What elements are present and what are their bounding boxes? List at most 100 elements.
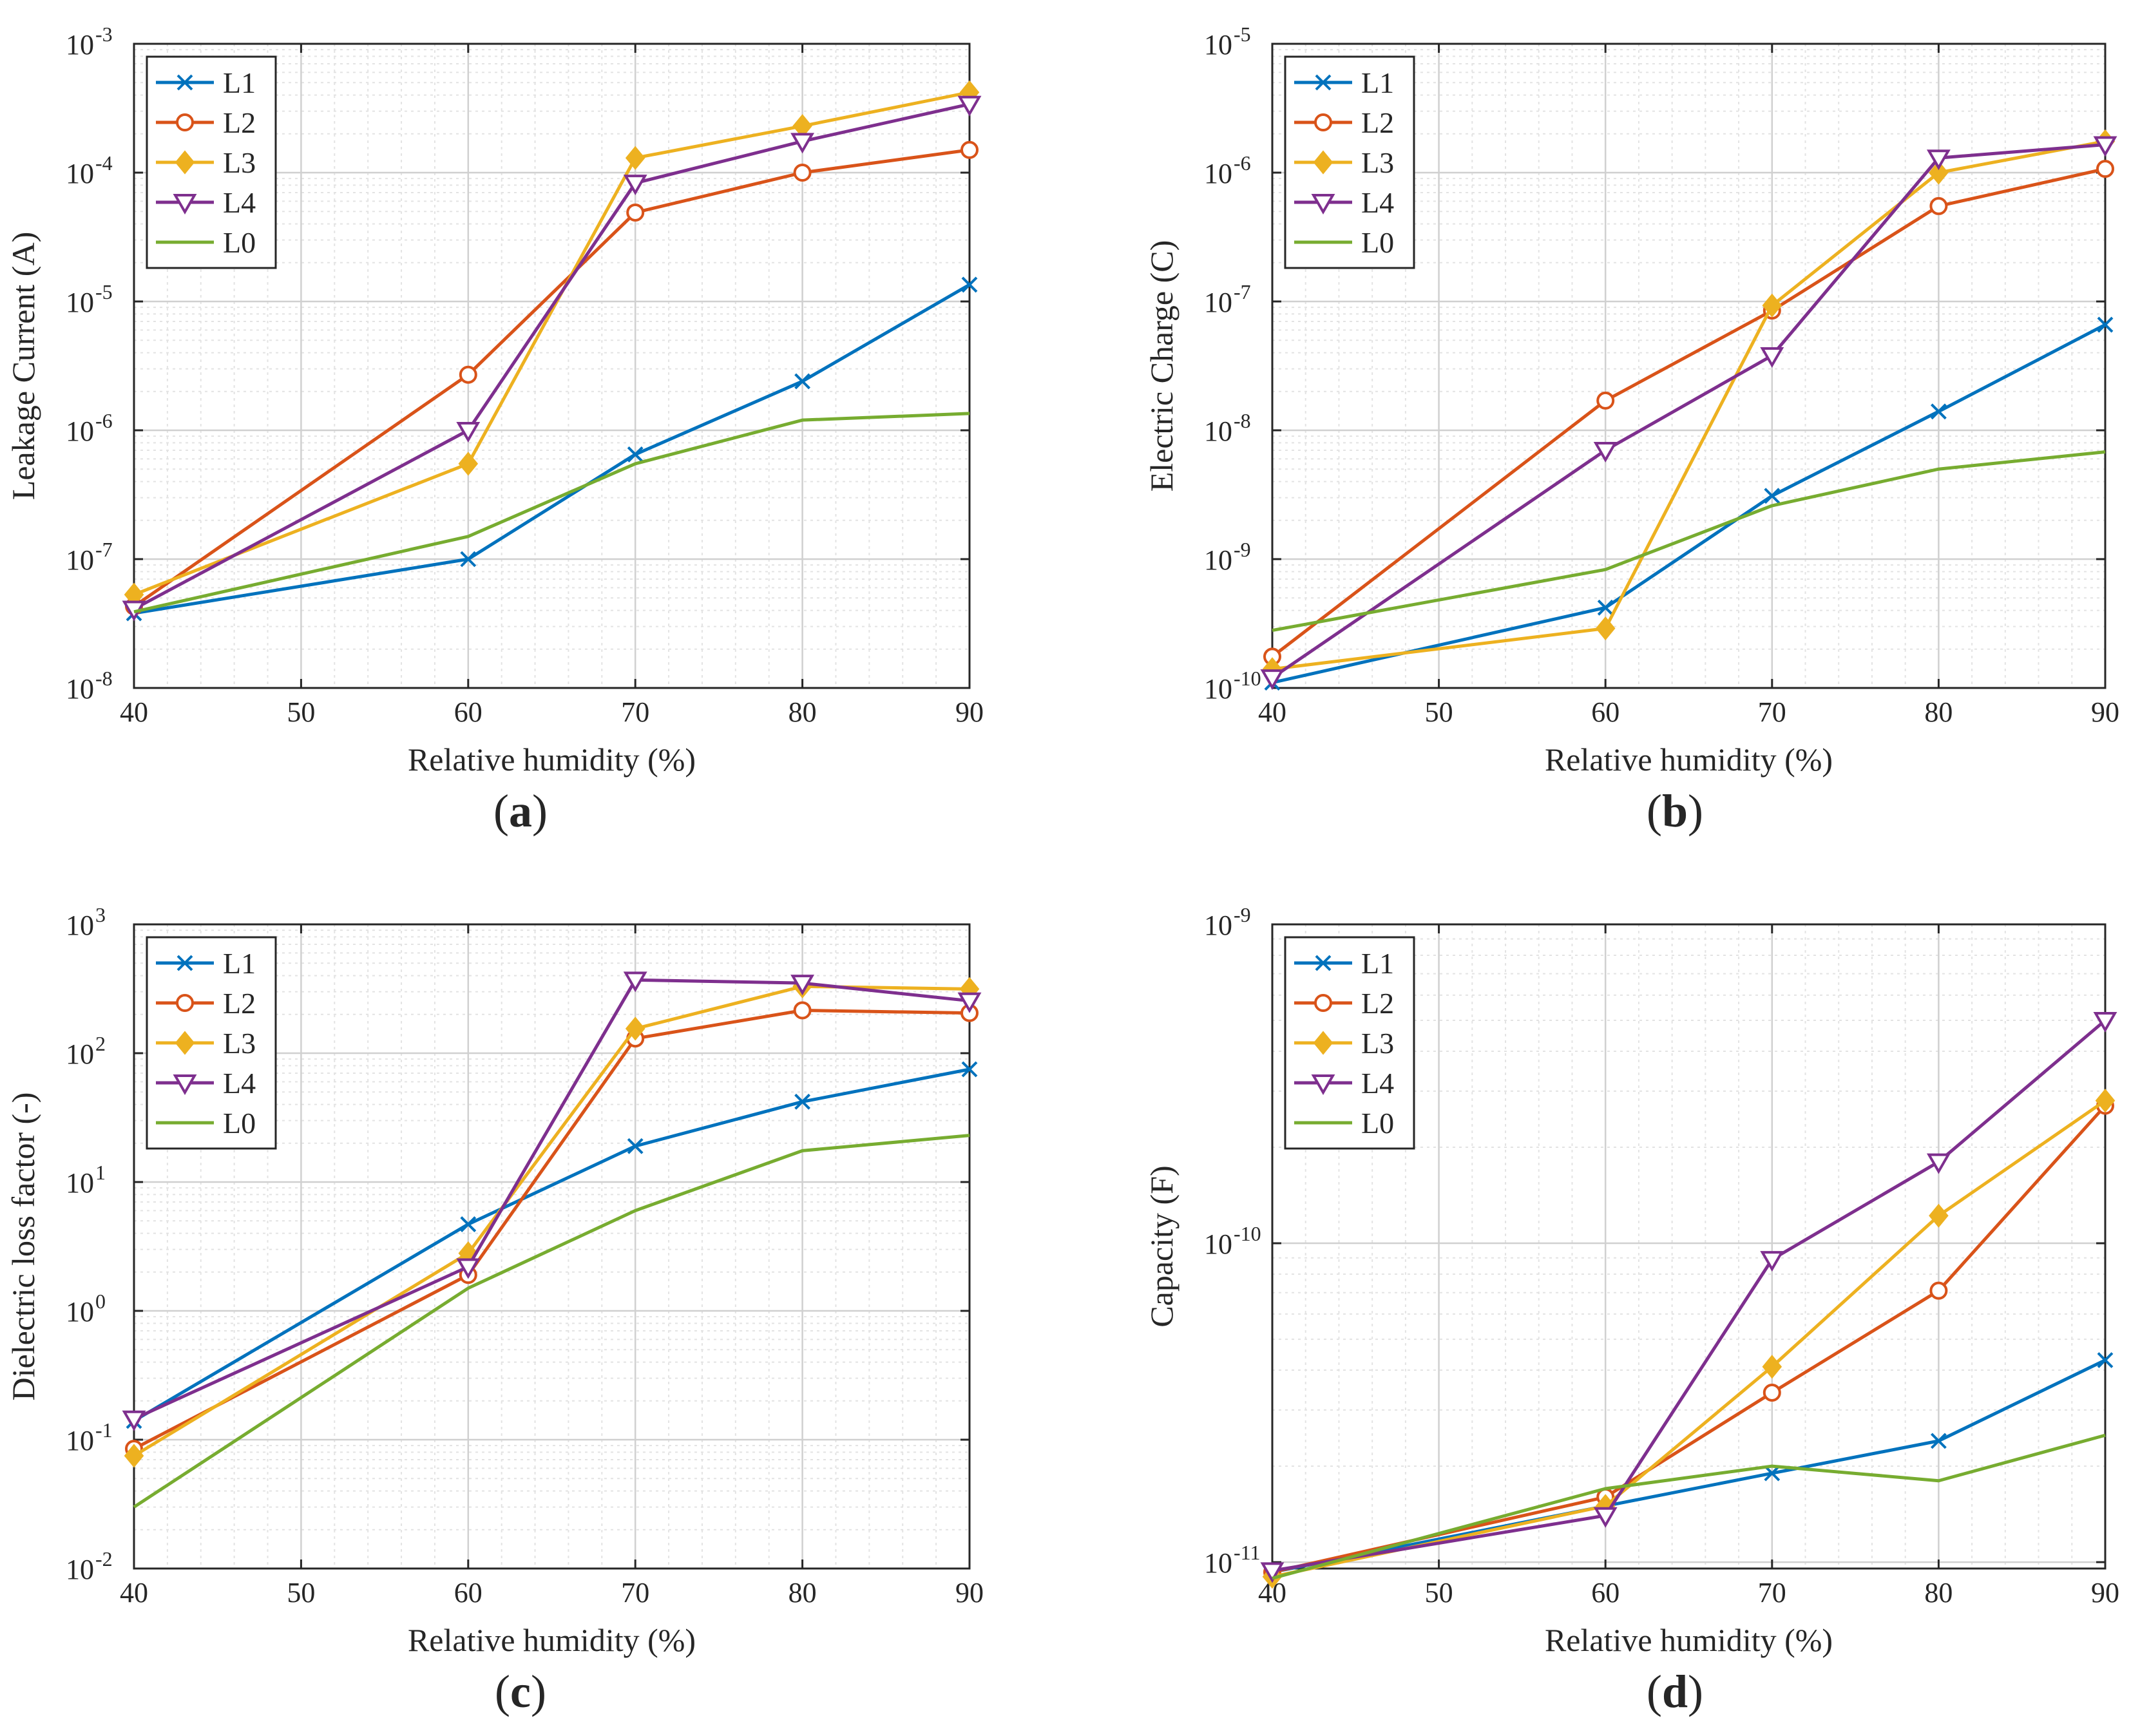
series-L4 <box>122 971 982 1431</box>
x-axis-label: Relative humidity (%) <box>1545 1622 1833 1658</box>
data-point <box>1926 149 1951 171</box>
y-tick-label: 10-6 <box>1204 151 1251 189</box>
y-tick-base: 10 <box>1204 910 1232 941</box>
y-axis-label: Electric Charge (C) <box>1143 240 1180 492</box>
x-tick-label: 50 <box>1425 696 1453 728</box>
data-point <box>790 975 815 996</box>
legend: L1 L2 L3 L4 L0 <box>146 936 277 1150</box>
series-L0 <box>1272 1433 2106 1580</box>
legend-marker <box>1314 994 1332 1012</box>
x-tick-label: 40 <box>120 696 148 728</box>
legend: L1 L2 L3 L4 L0 <box>1284 936 1415 1150</box>
panel-caption-open: ( <box>495 1666 510 1717</box>
data-point <box>456 1258 481 1279</box>
legend-marker <box>1313 1031 1333 1055</box>
data-point <box>794 373 811 390</box>
x-axis-label: Relative humidity (%) <box>1545 741 1833 777</box>
panel-caption-close: ) <box>1688 1666 1703 1717</box>
legend-label: L0 <box>223 226 256 259</box>
y-tick-label: 10-9 <box>1204 538 1251 576</box>
chart-panel-c: 40 50 60 70 80 9010-210-1100101102103Relative… <box>5 903 984 1717</box>
legend-marker <box>176 994 194 1012</box>
y-tick-exponent: -4 <box>95 151 113 175</box>
y-tick-base: 10 <box>66 1296 94 1328</box>
y-tick-exponent: -8 <box>1234 409 1251 432</box>
y-axis-label: Capacity (F) <box>1143 1165 1180 1327</box>
y-tick-base: 10 <box>66 673 94 705</box>
legend-label: L4 <box>223 186 256 219</box>
y-tick-label: 10-5 <box>1204 23 1251 61</box>
panel-caption-letter: d <box>1662 1666 1688 1717</box>
ticks <box>1271 923 2107 1569</box>
axes-box <box>1271 43 2107 689</box>
legend-label: L4 <box>223 1067 256 1100</box>
y-tick-exponent: 0 <box>95 1290 106 1313</box>
data-point <box>1929 160 1949 185</box>
y-tick-base: 10 <box>1204 287 1232 318</box>
panel-caption-open: ( <box>1647 785 1662 837</box>
y-tick-label: 10-5 <box>66 280 113 318</box>
series-L0 <box>133 412 970 614</box>
legend-marker <box>175 1031 195 1055</box>
y-tick-exponent: 3 <box>95 903 106 926</box>
data-point <box>460 1216 477 1232</box>
series-L0 <box>1272 450 2106 633</box>
data-point <box>623 175 647 196</box>
chart-panel-b: 40 50 60 70 80 9010-1010-910-810-710-610-5Rel… <box>1143 23 2119 837</box>
x-tick-label: 80 <box>1924 1577 1953 1608</box>
y-tick-exponent: -7 <box>1234 280 1251 303</box>
data-point <box>2097 1352 2114 1368</box>
data-point <box>1260 1562 1285 1583</box>
data-point <box>627 446 644 463</box>
x-tick-label: 50 <box>1425 1577 1453 1608</box>
y-tick-exponent: -6 <box>95 409 113 432</box>
y-tick-base: 10 <box>1204 29 1232 61</box>
x-tick-label: 60 <box>454 696 482 728</box>
series-L0 <box>133 1134 970 1509</box>
series-line <box>133 412 970 614</box>
y-tick-exponent: 2 <box>95 1032 106 1055</box>
legend-label: L2 <box>1361 106 1394 139</box>
panel-caption-letter: c <box>510 1666 531 1717</box>
y-tick-base: 10 <box>66 287 94 318</box>
data-point <box>1593 441 1618 463</box>
legend-label: L1 <box>1361 66 1394 99</box>
data-point <box>961 276 978 293</box>
panel-caption: (a) <box>493 785 548 837</box>
data-point <box>626 203 645 222</box>
legend-marker <box>173 1074 197 1096</box>
legend-label: L4 <box>1361 1067 1394 1100</box>
data-point <box>458 452 479 476</box>
y-tick-label: 102 <box>66 1032 106 1070</box>
data-point <box>1764 488 1781 504</box>
y-tick-base: 10 <box>66 544 94 576</box>
legend-label: L3 <box>1361 146 1394 179</box>
legend-marker <box>177 74 193 91</box>
data-point <box>627 1138 644 1154</box>
y-tick-base: 10 <box>1204 415 1232 447</box>
data-point <box>2096 160 2114 178</box>
legend-marker <box>175 150 195 175</box>
data-point <box>1929 1203 1949 1228</box>
legend-label: L0 <box>1361 226 1394 259</box>
y-tick-exponent: -11 <box>1234 1541 1260 1564</box>
panel-caption: (c) <box>495 1666 546 1717</box>
legend-label: L2 <box>223 987 256 1020</box>
axes-box <box>133 923 971 1570</box>
legend-marker <box>1314 113 1332 131</box>
data-point <box>459 365 477 384</box>
data-point <box>2093 136 2117 157</box>
x-tick-label: 40 <box>1258 696 1286 728</box>
panel-caption: (d) <box>1647 1666 1703 1717</box>
ticks <box>133 923 971 1570</box>
legend-label: L1 <box>1361 947 1394 980</box>
y-tick-exponent: -9 <box>1234 903 1251 926</box>
y-tick-base: 10 <box>66 1038 94 1070</box>
data-point <box>1760 1251 1784 1272</box>
legend-label: L4 <box>1361 186 1394 219</box>
data-point <box>794 1093 811 1110</box>
legend-label: L3 <box>1361 1027 1394 1060</box>
x-tick-label: 70 <box>621 696 649 728</box>
series-line <box>133 1134 970 1509</box>
